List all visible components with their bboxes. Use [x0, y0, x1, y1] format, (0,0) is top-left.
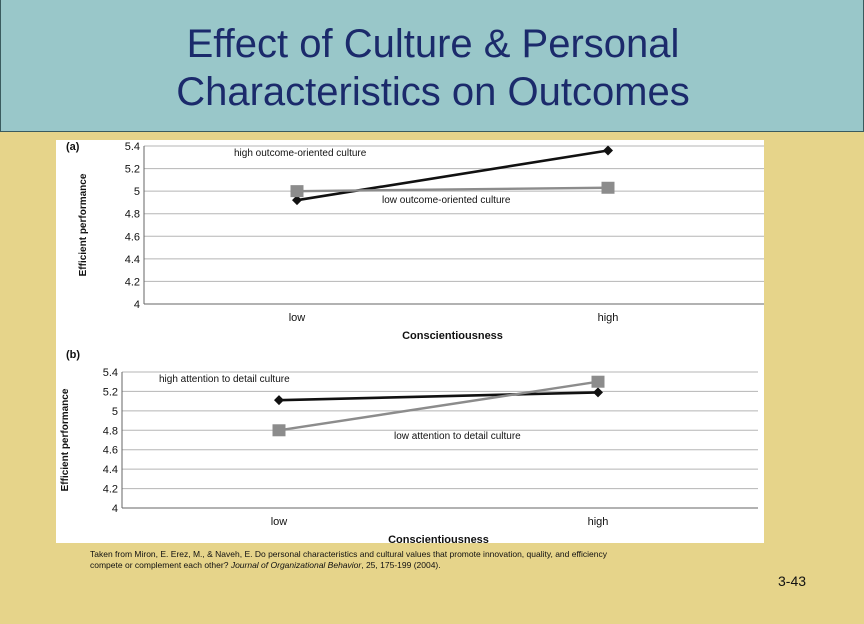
panel-a-ytick-label: 5.2 [125, 164, 140, 176]
panel-a-series-low-line [296, 186, 609, 193]
panel-a-ytick-label: 4.8 [125, 209, 140, 221]
panel-b-xtick-label: high [588, 516, 609, 528]
panel-b-y-axis-label: Efficient performance [60, 388, 71, 491]
page-number: 3-43 [778, 573, 807, 589]
slide-title-line2: Characteristics on Outcomes [176, 70, 690, 114]
panel-a-ytick-label: 4.2 [125, 276, 140, 288]
citation-line2-a: compete or complement each other? [90, 560, 231, 570]
charts-svg: (a) 5.4 5.2 5 4.8 4.6 4.4 4.2 4 low high Conscienti… [60, 141, 764, 543]
panel-b-ytick-label: 4.4 [103, 464, 118, 476]
slide-title: Effect of Culture & Personal Characteris… [1, 20, 864, 116]
title-bar: Effect of Culture & Personal Characteris… [0, 0, 864, 132]
panel-b-series-high-line [278, 391, 599, 402]
panel-b-series-low-point-high [591, 375, 605, 388]
citation-line2-b: , 25, 175-199 (2004). [361, 560, 441, 570]
panel-b-ytick-label: 4 [112, 503, 118, 515]
panel-a-series-low-annotation: low outcome-oriented culture [382, 195, 511, 206]
panel-b-series-high-point-high [593, 387, 603, 398]
panel-b-x-axis-label: Conscientiousness [388, 534, 489, 543]
citation-line1: Taken from Miron, E. Erez, M., & Naveh, … [90, 549, 608, 559]
panel-b-xtick-label: low [271, 516, 288, 528]
panel-a-ytick-label: 4.4 [125, 254, 140, 266]
panel-a-label: (a) [66, 141, 80, 153]
panel-b-ytick-label: 4.6 [103, 445, 118, 457]
panel-a-xtick-label: low [289, 312, 306, 324]
panel-a-ytick-label: 4 [134, 299, 140, 311]
panel-b-ytick-label: 5.4 [103, 367, 118, 379]
panel-b-ytick-label: 4.8 [103, 425, 118, 437]
panel-b-ytick-label: 5.2 [103, 386, 118, 398]
panel-a-x-axis-label: Conscientiousness [402, 330, 503, 342]
panel-a-series-low-point-high [601, 181, 615, 194]
panel-b-series-high-annotation: high attention to detail culture [159, 374, 290, 385]
panel-a-y-axis-label: Efficient performance [78, 173, 89, 276]
panel-a-ytick-label: 5.4 [125, 141, 140, 153]
panel-a-series-low-point-low [290, 185, 304, 198]
panel-a-series-high-point-low [292, 195, 302, 206]
panel-b-label: (b) [66, 349, 80, 361]
citation-journal: Journal of Organizational Behavior [230, 560, 362, 570]
panel-b-series-low-line [278, 380, 599, 432]
panel-a-xtick-label: high [598, 312, 619, 324]
panel-b-ytick-label: 4.2 [103, 484, 118, 496]
panel-a-series-high-point-high [603, 145, 613, 156]
citation-line2: compete or complement each other? Journa… [90, 560, 790, 571]
panel-b-series-low-point-low [272, 424, 286, 437]
panel-a-series-high-annotation: high outcome-oriented culture [234, 148, 367, 159]
slide-title-line1: Effect of Culture & Personal [186, 22, 680, 66]
panel-a-ytick-label: 5 [134, 186, 140, 198]
panel-a-series-high-line [296, 149, 609, 202]
chart-figure: (a) 5.4 5.2 5 4.8 4.6 4.4 4.2 4 low high Conscienti… [56, 140, 764, 543]
panel-b-series-low-annotation: low attention to detail culture [394, 431, 521, 442]
panel-b-ytick-label: 5 [112, 406, 118, 418]
panel-a-ytick-label: 4.6 [125, 231, 140, 243]
panel-b-series-high-point-low [274, 395, 284, 406]
citation: Taken from Miron, E. Erez, M., & Naveh, … [90, 549, 790, 571]
